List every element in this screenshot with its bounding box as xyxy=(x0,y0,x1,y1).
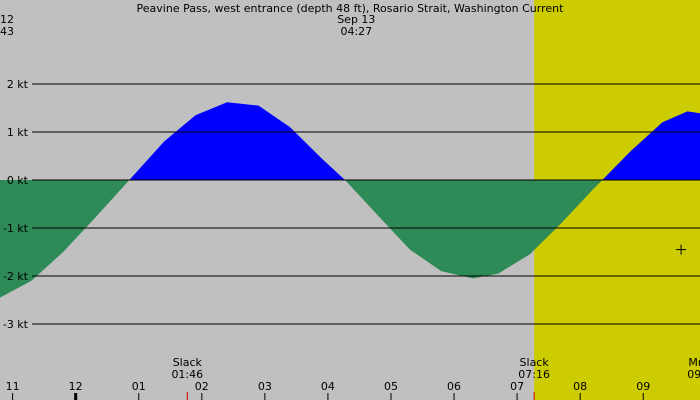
y-tick-labels: 2 kt 1 kt 0 kt -1 kt -2 kt -3 kt xyxy=(3,78,29,331)
hour-tick-label: 05 xyxy=(384,380,398,393)
chart-title: Peavine Pass, west entrance (depth 48 ft… xyxy=(137,2,565,15)
hour-tick-label: 04 xyxy=(321,380,335,393)
hour-tick-label: 12 xyxy=(69,380,83,393)
event-label: Slack xyxy=(520,356,550,369)
crosshair-cursor xyxy=(676,244,687,255)
ebb-area xyxy=(0,180,700,298)
y-tick-label: -2 kt xyxy=(3,270,29,283)
flood-area xyxy=(0,102,700,180)
header-label-line: Sep 13 xyxy=(337,13,375,26)
hour-tick-label: 11 xyxy=(6,380,20,393)
hour-tick-label: 08 xyxy=(573,380,587,393)
y-tick-label: -3 kt xyxy=(3,318,29,331)
hour-tick-label: 09 xyxy=(636,380,650,393)
hour-tick-labels: 111201020304050607080910 xyxy=(6,380,700,400)
hour-tick-label: 03 xyxy=(258,380,272,393)
y-tick-label: -1 kt xyxy=(3,222,29,235)
y-tick-label: 2 kt xyxy=(7,78,29,91)
event-time: 09:57 xyxy=(687,368,700,381)
y-tick-label: 0 kt xyxy=(7,174,29,187)
grid-lines xyxy=(32,83,700,325)
event-labels: Slack01:46Slack07:16Mrise09:57Slack13:36… xyxy=(171,356,700,400)
event-time: 07:16 xyxy=(518,368,550,381)
header-label-line: 12 xyxy=(0,13,14,26)
hour-tick-label: 01 xyxy=(132,380,146,393)
hour-tick-label: 06 xyxy=(447,380,461,393)
header-label-line: 04:27 xyxy=(340,25,372,38)
event-time: 01:46 xyxy=(171,368,203,381)
event-label: Mrise xyxy=(688,356,700,369)
y-tick-label: 1 kt xyxy=(7,126,29,139)
header-label-line: 43 xyxy=(0,25,14,38)
event-label: Slack xyxy=(173,356,203,369)
current-areas xyxy=(0,102,700,298)
hour-tick-label: 02 xyxy=(195,380,209,393)
hour-tick-label: 07 xyxy=(510,380,524,393)
